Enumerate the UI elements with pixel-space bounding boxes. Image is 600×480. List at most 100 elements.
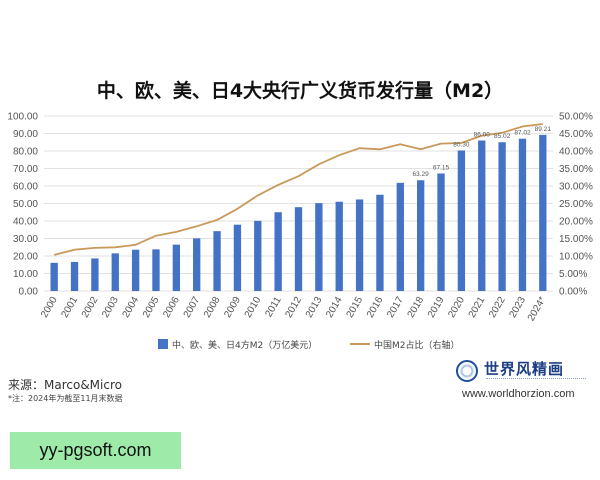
x-tick-label: 2016 xyxy=(365,295,386,320)
y-left-tick-label: 80.00 xyxy=(13,147,38,158)
globe-icon xyxy=(456,360,478,382)
footnote: *注：2024年为截至11月末数据 xyxy=(8,394,123,403)
watermark-banner: yy-pgsoft.com xyxy=(10,432,181,469)
x-tick-label: 2020 xyxy=(446,295,467,320)
bar xyxy=(172,244,181,291)
x-tick-label: 2010 xyxy=(243,295,264,320)
y-left-tick-label: 20.00 xyxy=(13,252,38,263)
bar xyxy=(233,224,242,291)
bar xyxy=(376,194,384,291)
x-tick-label: 2022 xyxy=(487,295,508,320)
bar xyxy=(152,249,160,291)
legend-bar-swatch xyxy=(158,339,168,349)
y-right-tick-label: 20.00% xyxy=(559,217,593,228)
x-tick-label: 2013 xyxy=(304,295,325,320)
bar xyxy=(437,173,445,291)
x-tick-label: 2015 xyxy=(345,295,366,320)
y-axis-left: 0.00 10.00 20.00 30.00 40.00 50.00 60.00 70.00 8… xyxy=(7,112,38,298)
y-right-tick-label: 50.00% xyxy=(559,112,593,123)
line-path xyxy=(53,123,543,256)
bar xyxy=(274,212,282,291)
y-left-tick-label: 60.00 xyxy=(13,182,38,193)
logo-url: www.worldhorzion.com xyxy=(462,388,575,400)
x-tick-label: 2008 xyxy=(202,295,223,320)
bar xyxy=(50,262,58,291)
x-tick-label: 2014 xyxy=(324,295,345,320)
y-right-tick-label: 10.00% xyxy=(559,252,593,263)
x-tick-label: 2021 xyxy=(467,295,488,320)
bar-data-label: 80.30 xyxy=(453,141,470,148)
y-right-tick-label: 5.00% xyxy=(559,269,587,280)
x-tick-label: 2002 xyxy=(80,295,101,320)
bar xyxy=(518,138,527,291)
bar xyxy=(457,150,466,291)
y-right-tick-label: 45.00% xyxy=(559,129,593,140)
bar xyxy=(70,261,79,291)
x-tick-label: 2018 xyxy=(406,295,427,320)
bar xyxy=(396,182,404,291)
y-right-tick-label: 25.00% xyxy=(559,199,593,210)
source-note: 来源：Marco&Micro xyxy=(8,378,122,392)
logo: 世界风精画 www.worldhorzion.com xyxy=(456,358,594,406)
y-right-tick-label: 40.00% xyxy=(559,147,593,158)
line-series xyxy=(53,123,543,256)
y-right-tick-label: 30.00% xyxy=(559,182,593,193)
y-right-tick-label: 15.00% xyxy=(559,234,593,245)
bar xyxy=(335,201,343,291)
y-left-tick-label: 30.00 xyxy=(13,234,38,245)
logo-name: 世界风精画 xyxy=(484,360,565,378)
y-axis-right: 0.00% 5.00% 10.00% 15.00% 20.00% 25.00% 30.00%… xyxy=(559,112,593,298)
bar-data-label: 63.29 xyxy=(413,171,430,178)
bar xyxy=(111,253,119,291)
bar xyxy=(355,199,364,291)
y-left-tick-label: 90.00 xyxy=(13,129,38,140)
bar xyxy=(294,207,303,291)
legend: 中、欧、美、日4方M2（万亿美元） 中国M2占比（右轴） xyxy=(158,339,460,351)
y-left-tick-label: 0.00 xyxy=(19,287,39,298)
x-tick-label: 2011 xyxy=(263,295,283,320)
bar-series xyxy=(50,134,547,291)
x-tick-label: 2019 xyxy=(426,295,447,320)
bar xyxy=(91,258,99,291)
y-right-tick-label: 35.00% xyxy=(559,164,593,175)
bar xyxy=(416,180,425,291)
x-tick-label: 2012 xyxy=(283,295,304,320)
x-tick-label: 2001 xyxy=(59,295,80,320)
y-left-tick-label: 10.00 xyxy=(13,269,38,280)
bar-data-label: 89.21 xyxy=(535,126,552,133)
y-right-tick-label: 0.00% xyxy=(559,287,587,298)
bar-data-label: 87.02 xyxy=(514,130,531,137)
bar-data-label: 85.02 xyxy=(494,133,511,140)
logo-divider xyxy=(486,378,586,383)
x-tick-label: 2009 xyxy=(222,295,243,320)
y-left-tick-label: 70.00 xyxy=(13,164,38,175)
x-tick-label: 2003 xyxy=(100,295,121,320)
bar xyxy=(213,231,221,291)
bar xyxy=(131,249,140,291)
chart-title: 中、欧、美、日4大央行广义货币发行量（M2） xyxy=(97,79,503,102)
bar xyxy=(193,238,201,291)
x-tick-label: 2005 xyxy=(141,295,162,320)
bar xyxy=(315,203,323,291)
x-tick-label: 2006 xyxy=(161,295,182,320)
x-tick-label: 2023 xyxy=(507,295,528,320)
y-left-tick-label: 50.00 xyxy=(13,199,38,210)
bar xyxy=(478,140,486,291)
x-tick-label: 2017 xyxy=(385,295,406,320)
x-tick-label: 2007 xyxy=(182,295,203,320)
x-tick-label: 2000 xyxy=(39,295,60,320)
legend-bar-label: 中、欧、美、日4方M2（万亿美元） xyxy=(172,339,317,351)
bar-data-label: 86.00 xyxy=(474,132,491,139)
y-left-tick-label: 40.00 xyxy=(13,217,38,228)
x-axis: 2000 2001 2002 2003 2004 2005 2006 2007 2008 2009… xyxy=(39,295,548,324)
bar xyxy=(498,142,506,291)
bar-data-label: 67.15 xyxy=(433,164,450,171)
x-tick-label: 2024* xyxy=(526,295,549,323)
y-left-tick-label: 100.00 xyxy=(7,112,38,123)
bar xyxy=(254,220,262,291)
x-tick-label: 2004 xyxy=(121,295,142,320)
legend-line-label: 中国M2占比（右轴） xyxy=(374,339,460,351)
bar xyxy=(539,134,547,291)
